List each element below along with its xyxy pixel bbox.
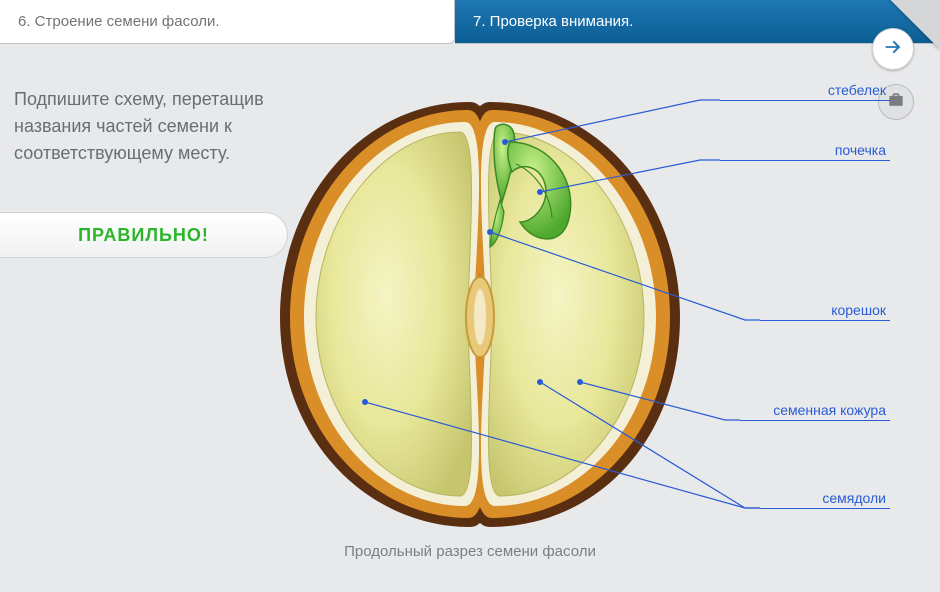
tab-current-label: 7. Проверка внимания. (473, 13, 633, 30)
tab-previous-label: 6. Строение семени фасоли. (18, 13, 220, 30)
label-stebelek[interactable]: стебелек (720, 82, 890, 101)
label-koreshok[interactable]: корешок (760, 302, 890, 321)
result-label: ПРАВИЛЬНО! (78, 225, 209, 246)
label-pochechka[interactable]: почечка (720, 142, 890, 161)
seed-hilum-inner (474, 289, 486, 345)
tab-previous[interactable]: 6. Строение семени фасоли. (0, 0, 455, 44)
label-semyadoli[interactable]: семядоли (760, 490, 890, 509)
label-kozhura[interactable]: семенная кожура (740, 402, 890, 421)
instruction-text: Подпишите схему, перетащив названия част… (14, 86, 274, 167)
next-button[interactable] (872, 28, 914, 70)
tab-current[interactable]: 7. Проверка внимания. (455, 0, 940, 44)
diagram-caption: Продольный разрез семени фасоли (0, 543, 940, 560)
tab-bar: 6. Строение семени фасоли. 7. Проверка в… (0, 0, 940, 52)
seed-diagram: стебелек почечка корешок семенная кожура сем… (250, 72, 890, 552)
arrow-right-icon (882, 36, 904, 63)
result-badge: ПРАВИЛЬНО! (0, 212, 288, 258)
